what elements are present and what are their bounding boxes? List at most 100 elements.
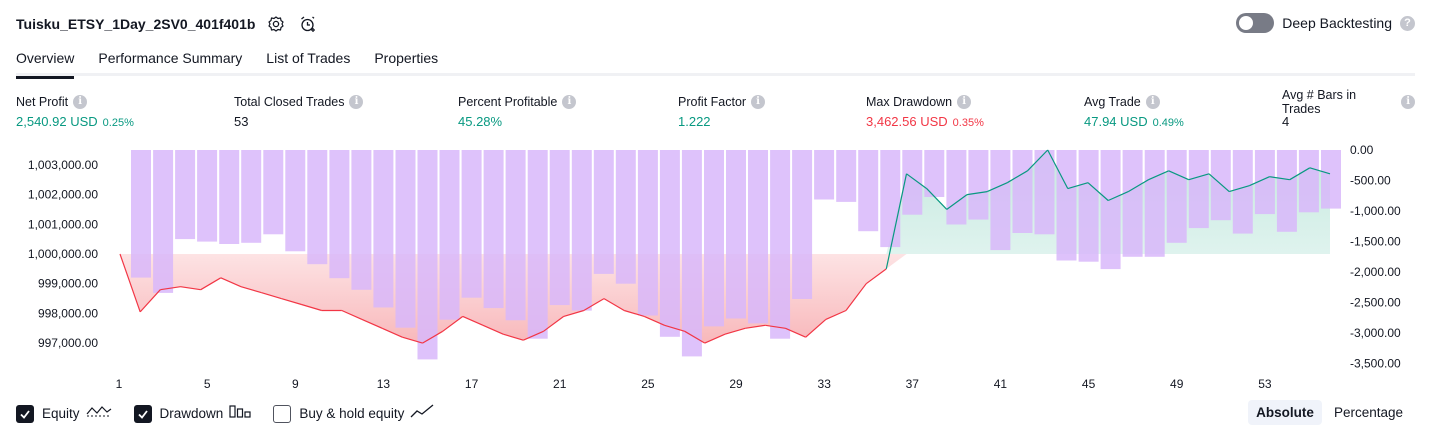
drawdown-bar xyxy=(439,150,460,320)
drawdown-bar xyxy=(571,150,592,311)
stat-label: Profit Factor xyxy=(678,94,747,109)
report-tabs: Overview Performance Summary List of Tra… xyxy=(16,44,1415,79)
equity-checkbox[interactable] xyxy=(16,404,34,423)
equity-segment xyxy=(724,327,746,335)
info-icon[interactable]: i xyxy=(1145,94,1160,109)
legend-equity-label: Equity xyxy=(42,406,80,421)
x-tick-label: 41 xyxy=(994,377,1008,391)
mode-percentage[interactable]: Percentage xyxy=(1333,405,1403,420)
deep-backtesting-toggle[interactable] xyxy=(1236,13,1275,33)
deep-backtesting-label: Deep Backtesting xyxy=(1282,15,1392,31)
legend-buy-hold[interactable]: Buy & hold equity xyxy=(273,404,434,423)
drawdown-bars xyxy=(131,150,1341,360)
y-right-tick-label: -500.00 xyxy=(1350,174,1391,188)
drawdown-bar xyxy=(593,150,614,274)
stat-avg-trade: Avg Trade i 47.94 USD 0.49% xyxy=(1084,94,1184,129)
tab-list-of-trades[interactable]: List of Trades xyxy=(266,50,351,66)
equity-segment xyxy=(1027,149,1049,172)
equity-loss-fill xyxy=(120,254,1330,344)
legend-buy-hold-label: Buy & hold equity xyxy=(299,406,405,421)
drawdown-bar xyxy=(1034,150,1055,235)
y-right-tick-label: -2,500.00 xyxy=(1350,296,1401,310)
question-icon[interactable]: ? xyxy=(1400,15,1415,31)
equity-segment xyxy=(119,253,141,313)
drawdown-bar xyxy=(726,150,746,319)
drawdown-bar xyxy=(924,150,945,197)
stats-row: Net Profit i 2,540.92 USD 0.25% Total Clos… xyxy=(16,88,1415,130)
y-right-tick-label: -1,000.00 xyxy=(1350,204,1401,218)
equity-segment xyxy=(906,173,928,190)
equity-segment xyxy=(261,292,282,300)
equity-segment xyxy=(422,330,444,344)
legend-equity[interactable]: Equity xyxy=(16,404,112,423)
x-tick-label: 1 xyxy=(116,377,123,391)
equity-segment xyxy=(805,318,827,338)
equity-segment xyxy=(966,191,988,196)
equity-segment xyxy=(523,330,544,341)
mode-absolute[interactable]: Absolute xyxy=(1248,400,1322,425)
buy-hold-checkbox[interactable] xyxy=(273,404,292,423)
stat-label: Max Drawdown xyxy=(866,94,953,109)
stat-label: Avg # Bars in Trades xyxy=(1282,87,1357,116)
equity-segment xyxy=(865,268,887,285)
equity-segment xyxy=(624,309,645,317)
stat-value: 53 xyxy=(234,114,249,129)
drawdown-bar xyxy=(131,150,151,278)
tab-overview[interactable]: Overview xyxy=(16,44,75,79)
drawdown-checkbox[interactable] xyxy=(133,404,152,423)
equity-segment xyxy=(180,286,201,291)
y-left-tick-label: 1,000,000.00 xyxy=(28,247,98,261)
equity-segment xyxy=(220,277,242,288)
x-tick-label: 45 xyxy=(1082,377,1096,391)
drawdown-bar xyxy=(637,150,658,316)
info-icon[interactable]: i xyxy=(349,94,364,109)
drawdown-bar xyxy=(1122,150,1143,257)
equity-segment xyxy=(281,298,302,306)
legend-drawdown[interactable]: Drawdown xyxy=(133,404,252,423)
info-icon[interactable]: i xyxy=(957,94,972,109)
drawdown-bar xyxy=(1056,150,1077,261)
drawdown-bar xyxy=(1321,150,1341,209)
stat-label: Avg Trade xyxy=(1084,94,1141,109)
drawdown-bar xyxy=(527,150,548,339)
equity-segment xyxy=(543,315,565,332)
drawdown-bar xyxy=(704,150,724,327)
info-icon[interactable]: i xyxy=(751,94,766,109)
y-right-tick-label: -3,000.00 xyxy=(1350,326,1401,340)
info-icon[interactable]: i xyxy=(1401,94,1415,109)
drawdown-bar xyxy=(681,150,702,357)
equity-drawdown-chart[interactable]: 1,003,000.00 1,002,000.00 1,001,000.00 1,00… xyxy=(0,140,1431,396)
x-tick-label: 21 xyxy=(553,377,567,391)
info-icon[interactable]: i xyxy=(73,94,88,109)
stat-value: 1.222 xyxy=(678,114,711,129)
equity-segment xyxy=(1229,185,1250,193)
tab-performance-summary[interactable]: Performance Summary xyxy=(98,50,243,66)
drawdown-bar xyxy=(373,150,394,308)
drawdown-bar xyxy=(1210,150,1231,221)
equity-segment xyxy=(664,324,685,332)
y-left-tick-label: 1,003,000.00 xyxy=(28,158,98,172)
stat-percent: 0.25% xyxy=(102,117,134,129)
drawdown-bar xyxy=(263,150,284,235)
equity-segment xyxy=(301,303,322,312)
drawdown-bar xyxy=(549,150,570,306)
alarm-add-icon[interactable] xyxy=(297,13,319,35)
equity-line xyxy=(119,149,1331,344)
equity-segment xyxy=(503,333,524,341)
y-right-tick-label: 0.00 xyxy=(1350,143,1374,157)
equity-segment xyxy=(1168,170,1190,181)
stat-value: 2,540.92 USD xyxy=(16,114,98,129)
drawdown-bar xyxy=(285,150,306,252)
info-icon[interactable]: i xyxy=(562,94,577,109)
drawdown-bars-icon xyxy=(229,404,251,423)
equity-segment xyxy=(1067,182,1089,190)
tab-properties[interactable]: Properties xyxy=(374,50,439,66)
buy-hold-line-icon xyxy=(410,404,434,423)
stat-value: 45.28% xyxy=(458,114,503,129)
stat-value: 47.94 USD xyxy=(1084,114,1148,129)
equity-segment xyxy=(684,330,706,344)
x-tick-label: 5 xyxy=(204,377,211,391)
y-left-tick-label: 997,000.00 xyxy=(38,336,98,350)
equity-segment xyxy=(1309,167,1331,175)
gear-icon[interactable] xyxy=(265,13,287,35)
